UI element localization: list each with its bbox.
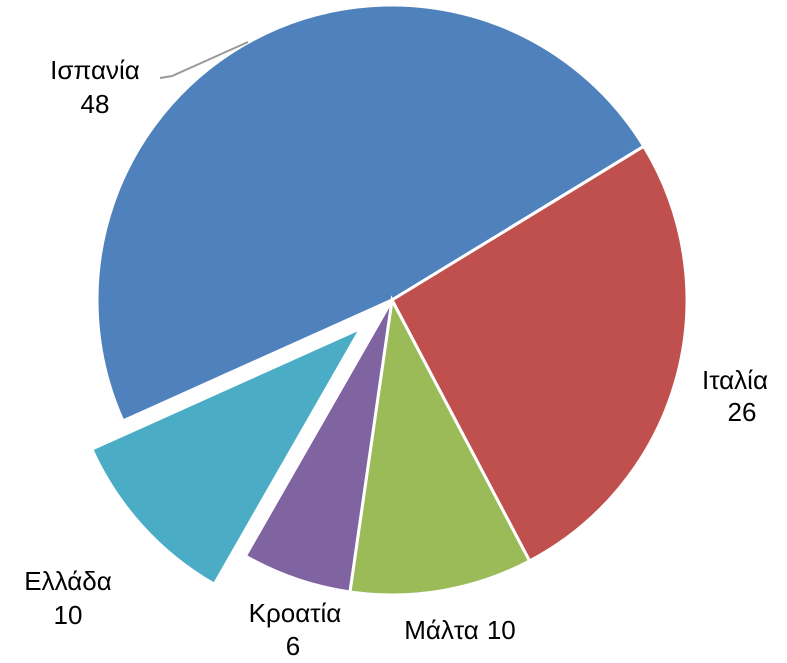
leader-line <box>159 41 249 79</box>
value-label: 6 <box>286 631 300 661</box>
category-label: Κροατία <box>249 598 342 628</box>
pie-slice <box>95 3 646 423</box>
category-label: Ισπανία <box>50 55 140 85</box>
value-label: 26 <box>728 397 757 427</box>
category-label: Μάλτα <box>404 615 479 645</box>
pie-slice <box>348 295 532 597</box>
pie-slice <box>89 324 365 587</box>
value-label: 10 <box>487 615 516 645</box>
category-label: Ελλάδα <box>24 566 111 596</box>
pie-slice <box>243 299 394 594</box>
category-label: Ιταλία <box>702 365 768 395</box>
data-label: Μάλτα 10 <box>404 615 516 645</box>
pie-slice <box>390 144 689 563</box>
value-label: 10 <box>54 600 83 630</box>
value-label: 48 <box>81 89 110 119</box>
